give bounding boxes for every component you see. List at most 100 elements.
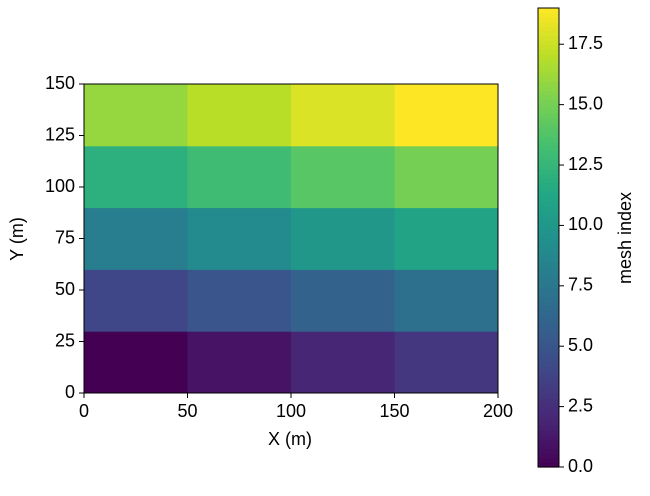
colorbar-segment: [538, 430, 559, 436]
colorbar-tick-label: 17.5: [568, 33, 603, 53]
colorbar-segment: [538, 462, 559, 468]
colorbar-segment: [538, 173, 559, 179]
colorbar-segment: [538, 136, 559, 142]
colorbar-segment: [538, 219, 559, 225]
cell: [187, 331, 292, 394]
colorbar-segment: [538, 49, 559, 55]
colorbar-tick-label: 7.5: [568, 275, 593, 295]
colorbar-segment: [538, 44, 559, 50]
colorbar-segment: [538, 338, 559, 344]
colorbar-tick-label: 10.0: [568, 214, 603, 234]
y-tick-label: 75: [55, 227, 75, 247]
colorbar-segment: [538, 324, 559, 330]
colorbar-segment: [538, 297, 559, 303]
colorbar-segment: [538, 145, 559, 151]
colorbar-segment: [538, 453, 559, 459]
colorbar-segment: [538, 200, 559, 206]
colorbar-segment: [538, 104, 559, 110]
colorbar-segment: [538, 108, 559, 115]
colorbar-segment: [538, 81, 559, 87]
colorbar-segment: [538, 63, 559, 69]
y-tick-label: 0: [65, 382, 75, 402]
colorbar-segment: [538, 232, 559, 239]
colorbar-segment: [538, 269, 559, 275]
colorbar-segment: [538, 12, 559, 18]
colorbar-segment: [538, 90, 559, 96]
x-tick-label: 0: [79, 401, 89, 421]
colorbar-segment: [538, 393, 559, 399]
colorbar-segment: [538, 361, 559, 367]
colorbar-segment: [538, 67, 559, 73]
colorbar-segment: [538, 301, 559, 307]
colorbar-segment: [538, 154, 559, 161]
cell: [394, 207, 499, 270]
colorbar-segment: [538, 283, 559, 289]
colorbar-segment: [538, 168, 559, 174]
colorbar-segment: [538, 260, 559, 266]
y-tick-label: 150: [45, 73, 75, 93]
cell: [187, 84, 292, 147]
y-tick-label: 50: [55, 279, 75, 299]
cell: [291, 84, 395, 147]
colorbar-segment: [538, 21, 559, 27]
cell: [84, 207, 188, 270]
x-tick-label: 150: [379, 401, 409, 421]
colorbar-segment: [538, 352, 559, 358]
colorbar-segment: [538, 246, 559, 252]
cell: [84, 331, 188, 394]
cell: [394, 269, 499, 332]
colorbar-segment: [538, 255, 559, 262]
colorbar-label: mesh index: [615, 192, 635, 284]
cell: [291, 331, 395, 394]
colorbar-segment: [538, 407, 559, 413]
colorbar-segment: [538, 196, 559, 202]
colorbar-segment: [538, 99, 559, 105]
colorbar-segment: [538, 242, 559, 248]
y-tick-label: 125: [45, 124, 75, 144]
y-axis-label: Y (m): [7, 217, 27, 261]
colorbar-segment: [538, 187, 559, 193]
colorbar-segment: [538, 315, 559, 321]
y-tick-label: 100: [45, 176, 75, 196]
colorbar-segment: [538, 150, 559, 156]
colorbar-segment: [538, 95, 559, 101]
cell: [394, 331, 499, 394]
colorbar-segment: [538, 444, 559, 450]
colorbar-segment: [538, 320, 559, 326]
colorbar-segment: [538, 292, 559, 298]
colorbar-tick-label: 0.0: [568, 456, 593, 476]
x-tick-label: 200: [483, 401, 513, 421]
colorbar-segment: [538, 398, 559, 404]
colorbar-segment: [538, 17, 559, 23]
colorbar-segment: [538, 278, 559, 284]
colorbar-segment: [538, 122, 559, 128]
colorbar-segment: [538, 347, 559, 353]
colorbar-segment: [538, 209, 559, 216]
colorbar-segment: [538, 379, 559, 385]
cell: [84, 269, 188, 332]
colorbar-segment: [538, 265, 559, 271]
cell: [187, 145, 292, 209]
colorbar-segment: [538, 127, 559, 133]
cell: [84, 84, 188, 147]
colorbar-segment: [538, 214, 559, 220]
colorbar-segment: [538, 343, 559, 349]
colorbar-segment: [538, 457, 559, 464]
colorbar-segment: [538, 251, 559, 257]
colorbar-segment: [538, 333, 559, 340]
x-tick-label: 100: [276, 401, 306, 421]
colorbar-segment: [538, 159, 559, 165]
colorbar-segment: [538, 329, 559, 335]
colorbar-segment: [538, 237, 559, 243]
x-axis-label: X (m): [268, 429, 312, 449]
y-tick-label: 25: [55, 330, 75, 350]
colorbar-segment: [538, 228, 559, 234]
cell: [291, 269, 395, 332]
colorbar-segment: [538, 366, 559, 372]
cell: [394, 84, 499, 147]
colorbar-segment: [538, 177, 559, 184]
colorbar-segment: [538, 425, 559, 431]
colorbar-segment: [538, 287, 559, 294]
colorbar-segment: [538, 58, 559, 64]
colorbar-segment: [538, 274, 559, 280]
